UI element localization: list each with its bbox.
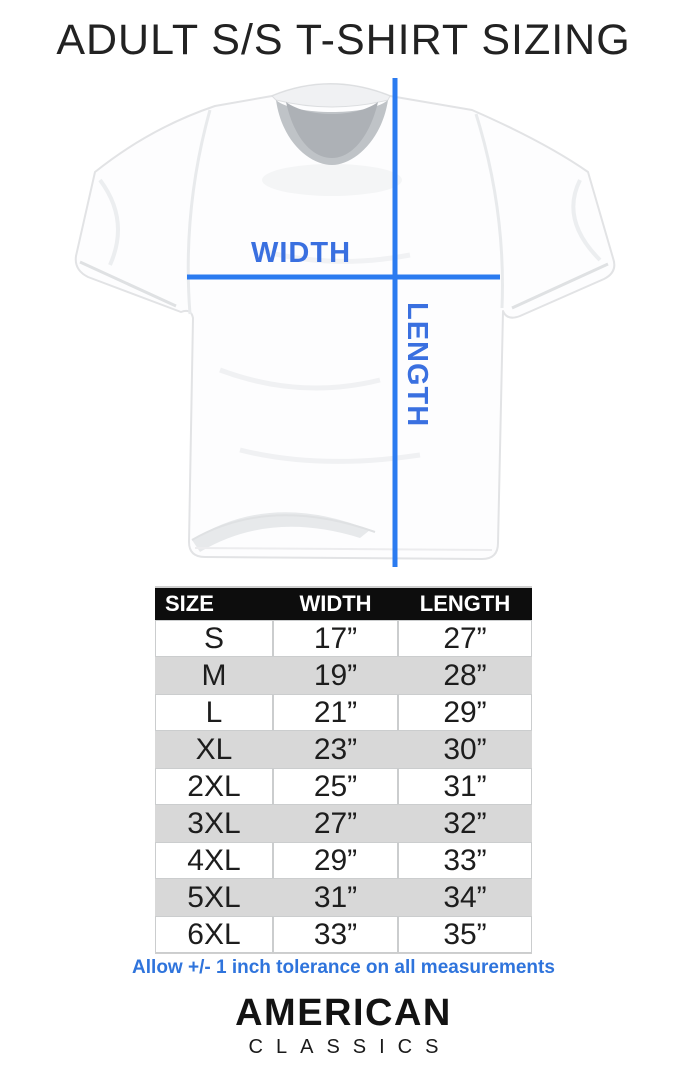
table-cell: 25”	[273, 768, 398, 805]
table-cell: S	[155, 620, 273, 657]
tshirt-body	[74, 83, 616, 560]
table-cell: 3XL	[155, 805, 273, 842]
table-row: 4XL 29” 33”	[155, 842, 532, 879]
collar-opening-inner	[286, 102, 378, 158]
table-cell: 31”	[398, 768, 532, 805]
collar-shadow	[262, 164, 402, 196]
table-cell: 34”	[398, 879, 532, 916]
table-cell: 33”	[398, 842, 532, 879]
brand-logo: AMERICAN CLASSICS	[0, 994, 687, 1059]
length-column-header: LENGTH	[398, 586, 532, 620]
table-cell: 28”	[398, 657, 532, 694]
width-measure-label: WIDTH	[250, 237, 352, 269]
cuff-seam-left	[79, 260, 177, 308]
sizing-table: SIZE WIDTH LENGTH S 17” 27” M 19” 28” L 21” 29” X…	[155, 586, 532, 954]
armhole-seam-right	[474, 113, 504, 309]
sleeve-crease	[571, 179, 602, 262]
table-cell: 35”	[398, 916, 532, 953]
collar-band	[271, 83, 391, 108]
table-cell: 33”	[273, 916, 398, 953]
cuff-seam-right	[511, 262, 609, 310]
size-column-header: SIZE	[155, 586, 273, 620]
sizing-table-body: S 17” 27” M 19” 28” L 21” 29” XL 23” 30” 2XL 25” 31” 3X…	[155, 620, 532, 953]
table-cell: 30”	[398, 731, 532, 768]
table-cell: 17”	[273, 620, 398, 657]
page-title: ADULT S/S T-SHIRT SIZING	[56, 16, 631, 64]
table-cell: 4XL	[155, 842, 273, 879]
table-cell: L	[155, 694, 273, 731]
wrinkle	[259, 247, 411, 264]
wrinkle	[219, 367, 381, 391]
brand-name-classics: CLASSICS	[248, 1036, 452, 1058]
table-cell: 27”	[398, 620, 532, 657]
table-cell: 29”	[273, 842, 398, 879]
table-cell: 32”	[398, 805, 532, 842]
table-cell: 27”	[273, 805, 398, 842]
table-cell: XL	[155, 731, 273, 768]
table-cell: M	[155, 657, 273, 694]
tshirt-image	[74, 78, 616, 567]
brand-name-american: AMERICAN	[235, 992, 452, 1034]
hem-stitch	[194, 547, 493, 551]
table-cell: 31”	[273, 879, 398, 916]
table-cell: 2XL	[155, 768, 273, 805]
table-cell: 5XL	[155, 879, 273, 916]
sizing-table-header: SIZE WIDTH LENGTH	[155, 586, 532, 620]
table-cell: 29”	[398, 694, 532, 731]
table-cell: 21”	[273, 694, 398, 731]
tolerance-note: Allow +/- 1 inch tolerance on all measur…	[132, 957, 555, 978]
width-column-header: WIDTH	[273, 586, 398, 620]
table-row: 5XL 31” 34”	[155, 879, 532, 916]
table-row: XL 23” 30”	[155, 731, 532, 768]
sleeve-crease	[98, 178, 120, 266]
table-row: M 19” 28”	[155, 657, 532, 694]
table-cell: 19”	[273, 657, 398, 694]
hem-fold-line	[191, 514, 376, 541]
length-measure-label: LENGTH	[401, 302, 433, 428]
table-row: L 21” 29”	[155, 694, 532, 731]
table-row: 6XL 33” 35”	[155, 916, 532, 953]
table-cell: 6XL	[155, 916, 273, 953]
table-row: 3XL 27” 32”	[155, 805, 532, 842]
table-row: S 17” 27”	[155, 620, 532, 657]
table-cell: 23”	[273, 731, 398, 768]
armhole-seam-left	[186, 109, 212, 315]
table-row: 2XL 25” 31”	[155, 768, 532, 805]
